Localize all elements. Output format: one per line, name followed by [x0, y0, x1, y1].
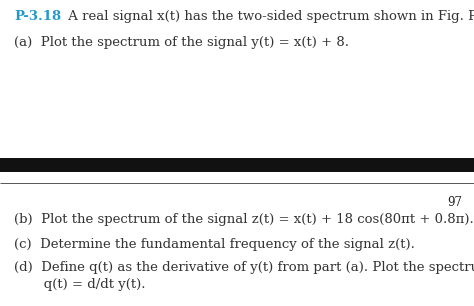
Text: A real signal x(t) has the two-sided spectrum shown in Fig. P-3.17.: A real signal x(t) has the two-sided spe… — [64, 10, 474, 23]
Text: 97: 97 — [447, 196, 462, 209]
Bar — [0, 158, 474, 172]
Text: q(t) = d/dt y(t).: q(t) = d/dt y(t). — [14, 278, 146, 291]
Text: (b)  Plot the spectrum of the signal z(t) = x(t) + 18 cos(80πt + 0.8π).: (b) Plot the spectrum of the signal z(t)… — [14, 213, 474, 226]
Text: (c)  Determine the fundamental frequency of the signal z(t).: (c) Determine the fundamental frequency … — [14, 238, 415, 251]
Text: P-3.18: P-3.18 — [14, 10, 61, 23]
Text: (a)  Plot the spectrum of the signal y(t) = x(t) + 8.: (a) Plot the spectrum of the signal y(t)… — [14, 36, 349, 49]
Text: (d)  Define q(t) as the derivative of y(t) from part (a). Plot the spectrum of t: (d) Define q(t) as the derivative of y(t… — [14, 261, 474, 274]
